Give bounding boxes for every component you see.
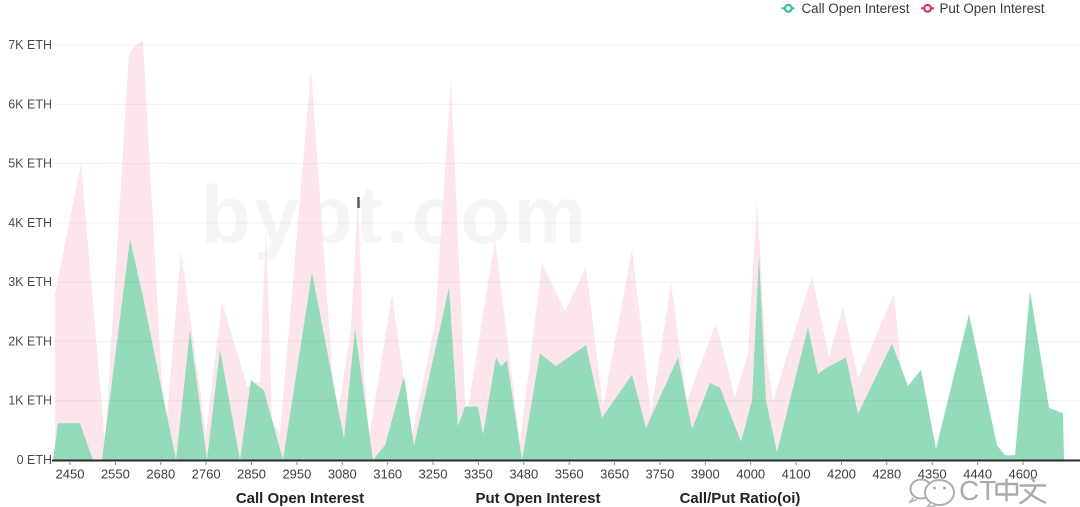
svg-text:4K ETH: 4K ETH	[8, 216, 52, 230]
svg-text:6K ETH: 6K ETH	[8, 97, 52, 111]
svg-text:Call Open Interest: Call Open Interest	[802, 1, 910, 16]
svg-text:3350: 3350	[464, 467, 493, 482]
svg-text:3480: 3480	[509, 467, 538, 482]
svg-text:4200: 4200	[827, 467, 856, 482]
svg-text:0 ETH: 0 ETH	[17, 453, 52, 467]
svg-text:Put Open Interest: Put Open Interest	[475, 490, 600, 507]
svg-text:4350: 4350	[918, 467, 947, 482]
svg-text:2760: 2760	[192, 467, 221, 482]
svg-text:3650: 3650	[600, 467, 629, 482]
svg-text:2850: 2850	[237, 467, 266, 482]
svg-text:2550: 2550	[101, 467, 130, 482]
svg-text:3K ETH: 3K ETH	[8, 275, 52, 289]
svg-text:4280: 4280	[872, 467, 901, 482]
svg-text:2950: 2950	[282, 467, 311, 482]
svg-text:3560: 3560	[555, 467, 584, 482]
svg-text:3750: 3750	[645, 467, 674, 482]
svg-text:7K ETH: 7K ETH	[8, 38, 52, 52]
svg-text:2680: 2680	[146, 467, 175, 482]
svg-text:4000: 4000	[736, 467, 765, 482]
svg-text:5K ETH: 5K ETH	[8, 157, 52, 171]
svg-text:3250: 3250	[419, 467, 448, 482]
svg-text:3160: 3160	[373, 467, 402, 482]
svg-text:2450: 2450	[56, 467, 85, 482]
svg-text:4440: 4440	[963, 467, 992, 482]
svg-text:Call/Put Ratio(oi): Call/Put Ratio(oi)	[680, 490, 801, 507]
svg-text:1K ETH: 1K ETH	[8, 394, 52, 408]
svg-text:Put Open Interest: Put Open Interest	[940, 1, 1045, 16]
svg-text:CT: CT	[959, 475, 996, 506]
svg-text:Call Open Interest: Call Open Interest	[236, 490, 364, 507]
svg-text:bybt.com: bybt.com	[201, 170, 589, 261]
svg-text:2K ETH: 2K ETH	[8, 334, 52, 348]
svg-text:3080: 3080	[328, 467, 357, 482]
svg-text:4100: 4100	[782, 467, 811, 482]
svg-text:4600: 4600	[1009, 467, 1038, 482]
svg-text:3900: 3900	[691, 467, 720, 482]
